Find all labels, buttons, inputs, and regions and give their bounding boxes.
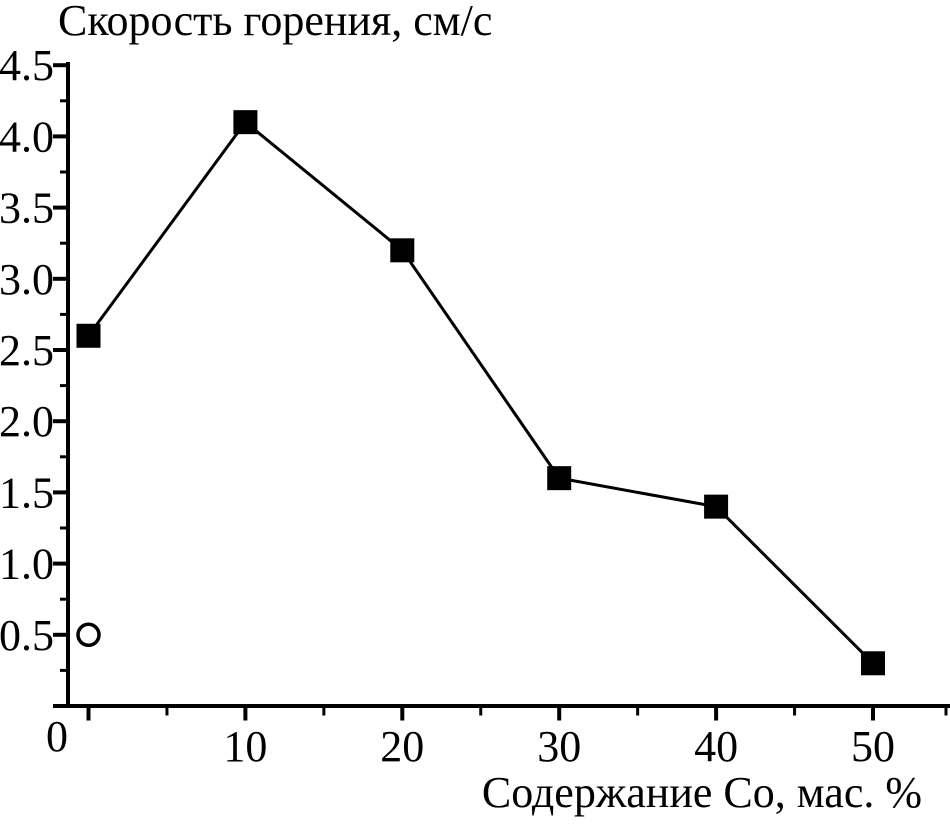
x-tick-label: 30	[537, 722, 581, 771]
data-point-square	[390, 238, 415, 263]
y-tick-label: 1.5	[0, 468, 54, 517]
x-tick-label: 50	[851, 722, 895, 771]
y-tick-label: 4.0	[0, 112, 54, 161]
data-point-square	[233, 110, 258, 135]
data-point-square	[861, 651, 885, 676]
y-tick-label: 1.0	[0, 540, 54, 589]
y-tick-label: 2.5	[0, 326, 54, 375]
y-tick-label: 0.5	[0, 611, 54, 660]
chart-title: Скорость горения, см/с	[58, 0, 493, 45]
x-tick-label: 40	[694, 722, 738, 771]
data-point-square	[547, 466, 572, 491]
y-tick-label: 2.0	[0, 397, 54, 446]
x-tick-label: 10	[223, 722, 267, 771]
origin-label: 0	[46, 712, 68, 761]
data-line	[87, 119, 875, 665]
data-point-circle	[76, 622, 101, 648]
data-point-square	[704, 494, 729, 519]
data-point-square	[76, 323, 101, 348]
x-axis-label: Содержание Co, мас. %	[481, 768, 922, 817]
y-tick-label: 4.5	[0, 41, 54, 90]
y-tick-label: 3.0	[0, 255, 54, 304]
y-tick-label: 3.5	[0, 184, 54, 233]
x-tick-label: 20	[380, 722, 424, 771]
